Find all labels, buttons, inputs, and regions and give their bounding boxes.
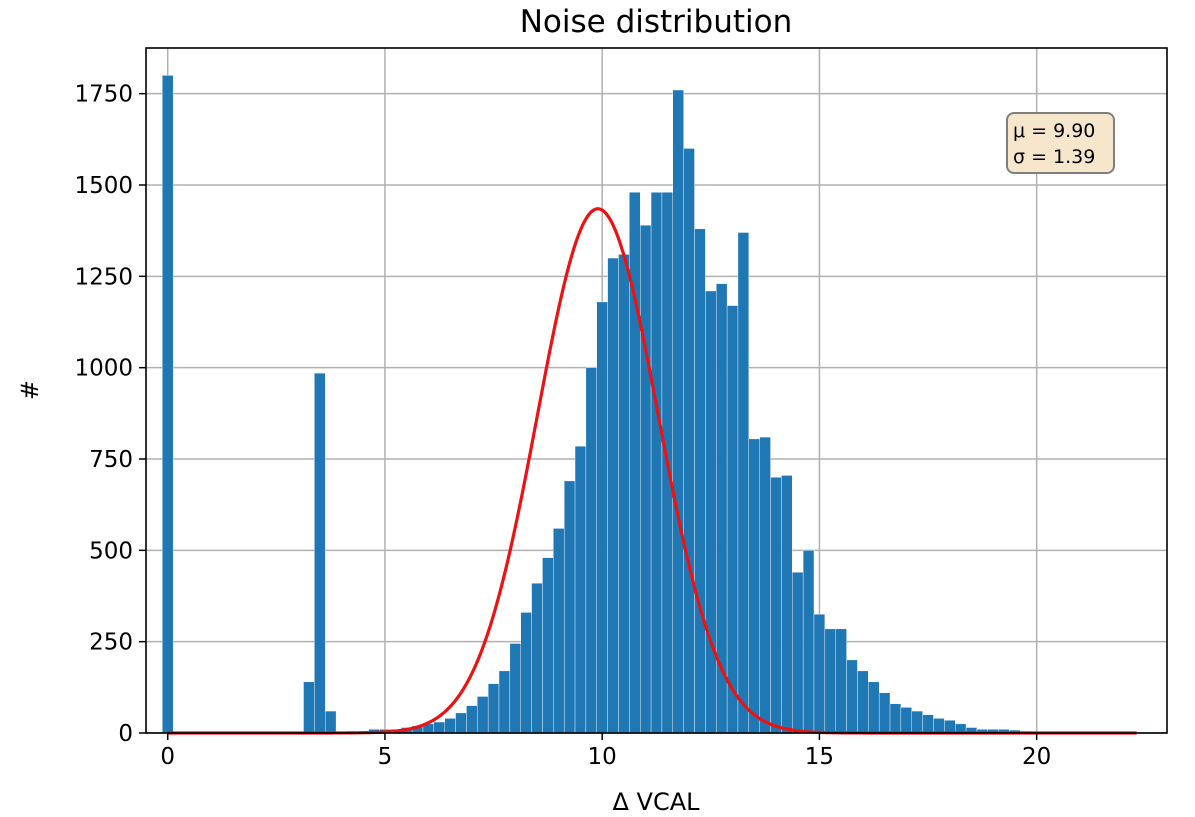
- histogram-bar: [922, 714, 934, 734]
- histogram-bar: [563, 480, 576, 734]
- x-tick-label: 15: [805, 744, 834, 770]
- histogram-bar: [520, 612, 532, 734]
- x-tick-label: 20: [1022, 744, 1051, 770]
- stats-annotation-box: [1006, 112, 1115, 174]
- y-tick-label: 1750: [74, 82, 133, 108]
- histogram-bar: [911, 710, 923, 734]
- histogram-bar: [944, 720, 956, 734]
- histogram-bar: [303, 681, 315, 734]
- histogram-bar: [607, 257, 619, 734]
- histogram-bar: [498, 670, 511, 734]
- histogram-bar: [792, 572, 804, 734]
- histogram-bar: [705, 290, 717, 734]
- histogram-bar: [835, 628, 847, 734]
- y-tick-label: 1500: [74, 173, 133, 199]
- x-axis-ticks: 0 5 10 15 20: [160, 733, 1051, 770]
- y-tick-label: 1000: [74, 356, 133, 382]
- histogram-bar: [889, 703, 902, 734]
- y-tick-label: 500: [89, 538, 133, 564]
- histogram-bar: [813, 614, 826, 734]
- y-tick-label: 1250: [74, 264, 133, 290]
- histogram-bar: [672, 89, 684, 734]
- y-tick-label: 250: [89, 630, 133, 656]
- histogram-bar: [574, 446, 587, 734]
- histogram-bar: [759, 436, 771, 734]
- histogram-bar: [629, 192, 641, 734]
- histogram-bar: [455, 712, 467, 734]
- chart-title: Noise distribution: [520, 4, 793, 40]
- histogram-bar: [650, 192, 663, 734]
- histogram-bar: [433, 721, 445, 734]
- histogram-bar: [726, 305, 739, 734]
- mu-label: μ = 9.90: [1013, 120, 1095, 142]
- histogram-bar: [857, 670, 869, 734]
- y-tick-label: 750: [89, 447, 133, 473]
- histogram-bar: [737, 232, 750, 734]
- sigma-label: σ = 1.39: [1013, 146, 1095, 168]
- histogram-bar: [314, 372, 326, 734]
- y-axis-ticks: 0 250 500 750 1000 1250 1500 1750: [74, 82, 146, 747]
- histogram-bar: [531, 583, 543, 734]
- histogram-bar: [933, 718, 945, 734]
- plot-frame: [145, 47, 1168, 734]
- histogram-bar: [868, 681, 880, 734]
- histogram-bar: [542, 557, 554, 734]
- histogram-bar: [553, 528, 565, 734]
- histogram-bar: [585, 367, 597, 734]
- histogram-bar: [683, 148, 695, 734]
- histogram-bar: [466, 705, 478, 734]
- histogram-bar: [694, 228, 706, 734]
- histogram-bar: [878, 692, 891, 734]
- x-tick-label: 5: [378, 744, 393, 770]
- histogram-bar: [781, 475, 793, 734]
- histogram-bar: [640, 224, 652, 734]
- histogram-bar: [846, 659, 858, 734]
- histogram-bar: [618, 254, 630, 734]
- histogram-bar: [444, 718, 456, 734]
- histogram-bar: [487, 683, 500, 734]
- x-tick-label: 10: [588, 744, 617, 770]
- histogram-bar: [509, 643, 521, 734]
- stats-annotation: μ = 9.90 σ = 1.39: [1006, 112, 1115, 174]
- x-axis-label: Δ VCAL: [612, 788, 700, 816]
- histogram-bar: [325, 710, 337, 734]
- histogram-bar: [802, 550, 815, 734]
- histogram-bars: [162, 75, 1097, 734]
- x-tick-label: 0: [160, 744, 175, 770]
- histogram-bar: [770, 477, 782, 734]
- histogram-bar: [596, 301, 608, 734]
- histogram-bar: [477, 696, 489, 734]
- histogram-bar: [748, 438, 760, 734]
- y-axis-label: #: [16, 380, 44, 400]
- y-tick-label: 0: [118, 721, 133, 747]
- histogram-bar: [900, 707, 912, 734]
- histogram-bar: [162, 75, 174, 734]
- histogram-bar: [824, 628, 836, 734]
